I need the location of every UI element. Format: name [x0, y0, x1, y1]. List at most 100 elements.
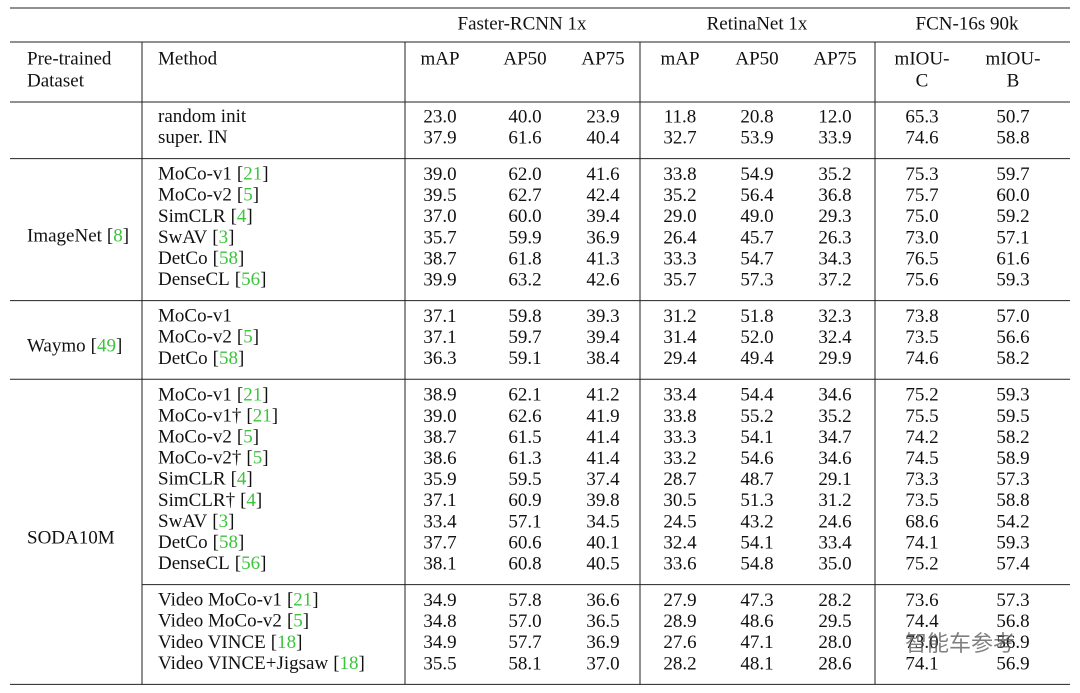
value-cell: 37.9 — [423, 127, 456, 148]
value-cell: 62.7 — [508, 185, 541, 206]
value-cell: 59.9 — [508, 227, 541, 248]
bracket: [ — [237, 164, 243, 185]
value-cell: 33.4 — [423, 511, 457, 532]
value-cell: 32.7 — [663, 127, 696, 148]
value-cell: 47.3 — [740, 590, 773, 611]
value-cell: 57.3 — [740, 269, 773, 290]
value-cell: 62.1 — [508, 385, 541, 406]
value-cell: 31.2 — [663, 306, 696, 327]
detector-header: Faster-RCNN 1x — [458, 13, 587, 34]
bracket: [ — [213, 532, 219, 553]
value-cell: 41.6 — [586, 164, 619, 185]
value-cell: 59.1 — [508, 348, 541, 369]
value-cell: 23.9 — [586, 106, 619, 127]
bracket: ] — [228, 227, 234, 248]
detector-header: FCN-16s 90k — [916, 13, 1019, 34]
value-cell: 28.9 — [663, 611, 696, 632]
value-cell: 31.2 — [818, 490, 851, 511]
value-cell: 38.9 — [423, 385, 456, 406]
value-cell: 60.0 — [508, 206, 541, 227]
value-cell: 33.3 — [663, 248, 696, 269]
dataset-cell: SODA10M — [27, 528, 115, 549]
citation: 49 — [97, 336, 116, 357]
value-cell: 73.6 — [905, 590, 938, 611]
value-cell: 41.2 — [586, 385, 619, 406]
value-cell: 33.8 — [663, 164, 696, 185]
citation: 5 — [243, 185, 253, 206]
bracket: ] — [272, 406, 278, 427]
value-cell: 54.6 — [740, 448, 773, 469]
value-cell: 38.7 — [423, 427, 456, 448]
value-cell: 60.9 — [508, 490, 541, 511]
method-cell: SimCLR† [4] — [158, 490, 262, 511]
value-cell: 57.3 — [996, 469, 1029, 490]
method-name: SimCLR — [158, 206, 226, 227]
citation: 58 — [219, 248, 238, 269]
value-cell: 51.8 — [740, 306, 773, 327]
value-cell: 20.8 — [740, 106, 773, 127]
metric-header: AP75 — [581, 48, 624, 69]
value-cell: 41.3 — [586, 248, 619, 269]
bracket: [ — [213, 248, 219, 269]
value-cell: 34.6 — [818, 448, 851, 469]
method-name: Video MoCo-v2 — [158, 611, 282, 632]
value-cell: 59.3 — [996, 269, 1029, 290]
method-cell: Video VINCE [18] — [158, 632, 302, 653]
value-cell: 75.0 — [905, 206, 938, 227]
value-cell: 34.8 — [423, 611, 456, 632]
dataset-name: ImageNet — [27, 226, 103, 247]
method-name: Video VINCE+Jigsaw — [158, 653, 328, 674]
bracket: [ — [271, 632, 277, 653]
method-cell: MoCo-v1 [21] — [158, 385, 269, 406]
method-cell: Video MoCo-v1 [21] — [158, 590, 319, 611]
value-cell: 54.1 — [740, 532, 773, 553]
bracket: ] — [312, 590, 318, 611]
value-cell: 60.0 — [996, 185, 1029, 206]
value-cell: 54.8 — [740, 553, 773, 574]
value-cell: 63.2 — [508, 269, 541, 290]
value-cell: 35.9 — [423, 469, 456, 490]
value-cell: 35.2 — [663, 185, 696, 206]
value-cell: 39.9 — [423, 269, 456, 290]
bracket: [ — [333, 653, 339, 674]
value-cell: 37.4 — [586, 469, 620, 490]
value-cell: 49.0 — [740, 206, 773, 227]
bracket: ] — [262, 164, 268, 185]
bracket: ] — [303, 611, 309, 632]
value-cell: 75.3 — [905, 164, 938, 185]
dataset-header: Pre-trained — [27, 48, 112, 69]
method-name: DenseCL — [158, 269, 230, 290]
value-cell: 73.3 — [905, 469, 938, 490]
dataset-name: Waymo — [27, 336, 86, 357]
value-cell: 34.5 — [586, 511, 619, 532]
value-cell: 59.5 — [508, 469, 541, 490]
value-cell: 32.4 — [663, 532, 697, 553]
citation: 4 — [237, 469, 247, 490]
value-cell: 32.4 — [818, 327, 852, 348]
value-cell: 39.0 — [423, 164, 456, 185]
dataset-header: Dataset — [27, 70, 85, 91]
detector-header: RetinaNet 1x — [707, 13, 808, 34]
value-cell: 57.8 — [508, 590, 541, 611]
bracket: ] — [296, 632, 302, 653]
bracket: [ — [235, 553, 241, 574]
method-name: MoCo-v1† — [158, 406, 241, 427]
method-cell: MoCo-v2 [5] — [158, 185, 259, 206]
value-cell: 29.9 — [818, 348, 851, 369]
value-cell: 37.7 — [423, 532, 456, 553]
value-cell: 37.1 — [423, 306, 456, 327]
bracket: ] — [238, 532, 244, 553]
value-cell: 37.2 — [818, 269, 851, 290]
bracket: [ — [287, 611, 293, 632]
value-cell: 37.0 — [423, 206, 456, 227]
value-cell: 35.7 — [663, 269, 696, 290]
value-cell: 35.0 — [818, 553, 851, 574]
citation: 5 — [243, 427, 253, 448]
method-name: DenseCL — [158, 553, 230, 574]
citation: 4 — [246, 490, 256, 511]
value-cell: 35.2 — [818, 164, 851, 185]
value-cell: 56.9 — [996, 632, 1029, 653]
value-cell: 36.9 — [586, 632, 619, 653]
method-cell: SwAV [3] — [158, 227, 234, 248]
